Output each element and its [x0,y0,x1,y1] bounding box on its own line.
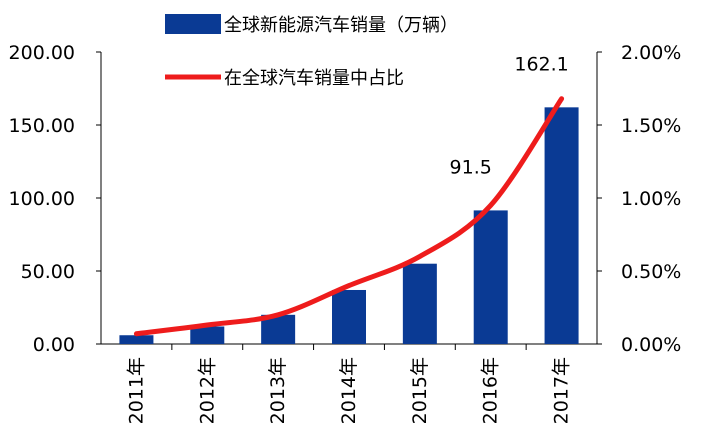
bar [119,335,154,344]
axes: 0.00 50.00 100.00 150.00 200.00 0.00% 0.50% 1.0… [9,42,682,424]
legend-swatch-bar [165,14,221,34]
data-label: 162.1 [514,53,568,75]
legend-label-line: 在全球汽车销量中占比 [224,68,404,89]
bar [544,107,579,344]
line-series [133,96,565,337]
bar [332,289,366,344]
legend-label-bar: 全球新能源汽车销量（万辆） [224,15,458,36]
y-left-tick-label: 0.00 [33,334,75,356]
x-tick-label: 2015年 [409,357,431,424]
data-labels: 91.5 162.1 [450,53,569,178]
x-tick-label: 2017年 [551,357,573,424]
x-tick-label: 2011年 [125,357,147,424]
bar [190,326,225,344]
bar [473,210,508,344]
x-tick-label: 2016年 [480,357,502,424]
y-left-tick-label: 50.00 [21,261,75,283]
y-right-tick-label: 0.00% [621,334,681,356]
y-left-tick-label: 100.00 [9,188,75,210]
y-left-tick-label: 150.00 [9,115,75,137]
x-tick-label: 2013年 [267,357,289,424]
y-left-tick-label: 200.00 [9,42,75,64]
y-right-tick-label: 1.00% [621,188,681,210]
y-right-tick-label: 1.50% [621,115,681,137]
x-tick-label: 2012年 [196,357,218,424]
data-label: 91.5 [450,156,492,178]
x-tick-label: 2014年 [338,357,360,424]
legend: 全球新能源汽车销量（万辆） 在全球汽车销量中占比 [165,14,458,89]
bars [119,107,579,344]
bar [402,263,437,344]
y-right-tick-label: 0.50% [621,261,681,283]
share-line [133,96,565,337]
y-right-tick-label: 2.00% [621,42,681,64]
